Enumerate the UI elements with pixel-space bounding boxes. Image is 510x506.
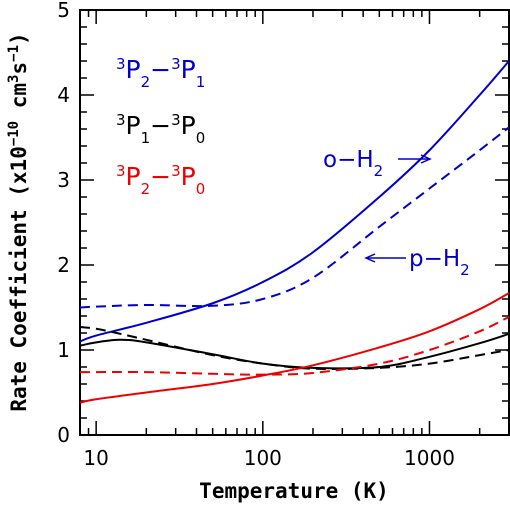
annotation-o-h2-sub: 2 xyxy=(374,162,384,180)
legend-1-pre: 3 xyxy=(116,111,126,129)
legend-1-bsub: 0 xyxy=(196,129,206,147)
legend-0-asub: 2 xyxy=(141,73,151,91)
series-line-3p1-3p0-o-h2-solid xyxy=(79,332,510,370)
series-line-3p2-3p1-p-h2-dashed xyxy=(79,126,510,309)
y-tick-label: 1 xyxy=(57,338,70,362)
x-axis-title: Temperature (K) xyxy=(199,479,389,503)
y-tick-label: 3 xyxy=(57,168,70,192)
legend-0-b: P xyxy=(181,55,196,84)
x-tick-label: 10 xyxy=(83,446,108,470)
series-line-3p2-3p0-p-h2-dashed xyxy=(79,315,510,376)
x-tick-label: 1000 xyxy=(404,446,455,470)
legend-2-dash: − xyxy=(150,162,171,191)
series-line-3p1-3p0-p-h2-dashed xyxy=(79,326,510,370)
legend-0-pre: 3 xyxy=(116,55,126,73)
y-axis-title-mid2: s xyxy=(7,62,31,75)
annotation-p-h2-label: p−H2 xyxy=(409,246,470,279)
legend-2-mid: 3 xyxy=(171,162,181,180)
legend-2-a: P xyxy=(126,162,141,191)
legend-0-dash: − xyxy=(150,55,171,84)
series-line-3p2-3p0-o-h2-solid xyxy=(79,292,510,404)
y-axis-title-exp2: 3 xyxy=(6,74,22,82)
legend-1-asub: 1 xyxy=(141,129,151,147)
y-axis-title-exp3: −1 xyxy=(6,45,22,62)
annotation-p-h2-sub: 2 xyxy=(460,261,470,279)
legend-0-a: P xyxy=(126,55,141,84)
annotation-o-h2-arrowhead xyxy=(420,154,432,164)
y-axis-title-mid: cm xyxy=(7,83,31,121)
annotation-p-h2-text: p−H xyxy=(409,246,460,272)
legend-1-b: P xyxy=(181,111,196,140)
legend-2-bsub: 0 xyxy=(196,180,206,198)
x-tick-label: 100 xyxy=(244,446,282,470)
annotation-o-h2: o−H2 xyxy=(323,147,432,180)
annotation-o-h2-text: o−H xyxy=(323,147,374,173)
series-layer xyxy=(79,60,510,404)
y-axis-title-exp1: −10 xyxy=(6,121,22,146)
legend-entry-2: 3P2−3P0 xyxy=(116,162,205,198)
legend-1-dash: − xyxy=(150,111,171,140)
y-tick-label: 2 xyxy=(57,253,70,277)
series-line-3p2-3p1-o-h2-solid xyxy=(79,60,510,343)
legend-2-b: P xyxy=(181,162,196,191)
legend-0-bsub: 1 xyxy=(196,73,206,91)
y-tick-label: 5 xyxy=(57,0,70,22)
annotation-p-h2: p−H2 xyxy=(364,246,470,279)
y-tick-label: 0 xyxy=(57,423,70,447)
plot-frame xyxy=(79,9,510,436)
legend-2-pre: 3 xyxy=(116,162,126,180)
legend-1-a: P xyxy=(126,111,141,140)
y-axis-title-end: ) xyxy=(7,32,31,45)
y-axis-title-main: Rate Coefficient (x10 xyxy=(7,146,31,412)
legend: 3P2−3P1 3P1−3P0 3P2−3P0 xyxy=(116,55,205,198)
legend-2-asub: 2 xyxy=(141,180,151,198)
legend-entry-1: 3P1−3P0 xyxy=(116,111,205,147)
legend-1-mid: 3 xyxy=(171,111,181,129)
y-axis-title: Rate Coefficient (x10−10 cm3s−1) xyxy=(6,32,31,411)
annotation-o-h2-label: o−H2 xyxy=(323,147,383,180)
axis-ticks xyxy=(79,9,510,436)
legend-entry-0: 3P2−3P1 xyxy=(116,55,205,91)
legend-0-mid: 3 xyxy=(171,55,181,73)
y-tick-label: 4 xyxy=(57,83,70,107)
annotation-p-h2-arrowhead xyxy=(364,253,376,263)
